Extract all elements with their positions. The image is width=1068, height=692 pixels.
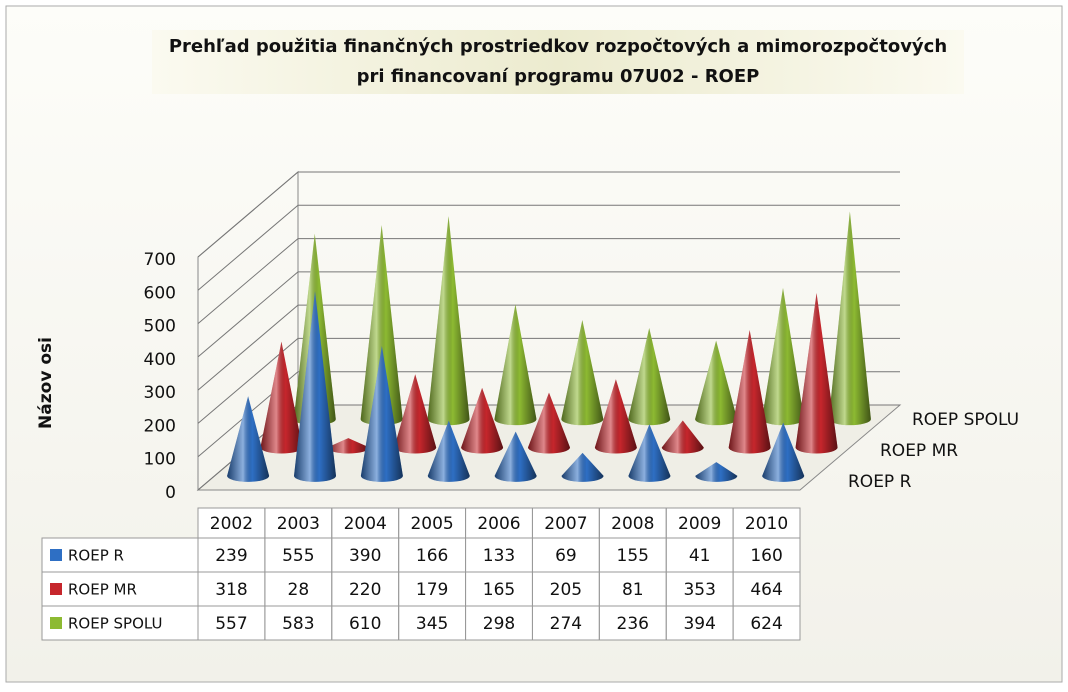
cone-shade (695, 340, 738, 426)
y-tick-label: 300 (144, 383, 176, 403)
cone-shade (628, 424, 671, 482)
cone-shade (762, 288, 804, 426)
cone-shade (327, 438, 370, 454)
grid-line (197, 204, 900, 291)
x-tick-label: 2010 (745, 514, 788, 534)
table-value: 166 (416, 546, 448, 566)
cone-shade (427, 216, 470, 426)
y-tick-label: 0 (165, 483, 176, 503)
x-tick-label: 2007 (544, 514, 587, 534)
table-value: 298 (483, 614, 515, 634)
series-label: ROEP MR (880, 441, 958, 461)
legend-swatch (50, 583, 62, 595)
cone-shade (628, 327, 671, 426)
cone-shade (561, 452, 604, 482)
table-cell (732, 605, 801, 641)
table-value: 69 (555, 546, 577, 566)
grid-line (197, 171, 900, 258)
x-tick-label: 2003 (277, 514, 320, 534)
series-label: ROEP SPOLU (912, 410, 1019, 430)
series-label: ROEP R (848, 472, 912, 492)
y-tick-label: 100 (144, 450, 176, 470)
cone-shade (828, 211, 871, 426)
x-tick-label: 2005 (410, 514, 453, 534)
y-tick-label: 500 (144, 317, 176, 337)
cone-shade (795, 293, 838, 454)
cone-shade (695, 462, 738, 482)
cone-shade (394, 374, 437, 454)
x-tick-label: 2009 (678, 514, 721, 534)
grid-line (197, 304, 900, 391)
cone-shade (561, 319, 604, 426)
table-value: 557 (215, 614, 247, 634)
y-axis-label: Názov osi (36, 337, 56, 429)
y-tick-label: 200 (144, 416, 176, 436)
table-value: 583 (282, 614, 314, 634)
table-value: 390 (349, 546, 381, 566)
table-value: 394 (683, 614, 715, 634)
chart-title: pri financovaní programu 07U02 - ROEP (357, 66, 760, 87)
y-tick-label: 400 (144, 350, 176, 370)
cone-shade (260, 341, 303, 454)
table-value: 81 (622, 580, 644, 600)
y-tick-label: 600 (144, 283, 176, 303)
cone-shade (594, 379, 637, 454)
grid-line (197, 271, 900, 358)
cone-shade (294, 291, 336, 482)
cone-shade (227, 396, 270, 482)
table-value: 133 (483, 546, 515, 566)
table-value: 220 (349, 580, 381, 600)
cone-shade (661, 420, 704, 454)
table-row (41, 537, 801, 573)
chart-title: Prehľad použitia finančných prostriedkov… (169, 36, 947, 57)
cone-shade (494, 304, 537, 426)
x-tick-label: 2004 (344, 514, 387, 534)
cone-shade (728, 330, 771, 454)
table-value: 318 (215, 580, 247, 600)
x-tick-label: 2006 (477, 514, 520, 534)
table-value: 610 (349, 614, 381, 634)
legend-label: ROEP SPOLU (68, 615, 162, 633)
table-value: 160 (750, 546, 782, 566)
table-value: 464 (750, 580, 782, 600)
cone-shade (427, 420, 470, 482)
cone-shade (528, 392, 570, 454)
table-value: 345 (416, 614, 448, 634)
grid-line (197, 238, 900, 324)
table-value: 41 (689, 546, 711, 566)
cone-shade (461, 387, 504, 454)
legend-swatch (50, 549, 62, 561)
grid-line (197, 371, 900, 458)
grid-line (197, 337, 900, 424)
y-tick-label: 700 (144, 250, 176, 270)
legend-swatch (50, 617, 62, 629)
table-row (41, 605, 801, 641)
x-tick-label: 2002 (210, 514, 253, 534)
table-value: 353 (683, 580, 715, 600)
cone-shade (762, 422, 805, 482)
table-value: 624 (750, 614, 782, 634)
cone-shade (360, 225, 403, 426)
table-value: 28 (288, 580, 310, 600)
table-value: 205 (550, 580, 582, 600)
table-value: 165 (483, 580, 515, 600)
table-value: 274 (550, 614, 582, 634)
table-value: 155 (617, 546, 649, 566)
table-value: 239 (215, 546, 247, 566)
legend-label: ROEP R (68, 547, 124, 565)
cone-shade (494, 431, 537, 482)
table-value: 555 (282, 546, 314, 566)
x-tick-label: 2008 (611, 514, 654, 534)
title-box (152, 30, 964, 94)
cone-shade (360, 346, 403, 482)
legend-label: ROEP MR (68, 581, 137, 599)
table-value: 236 (617, 614, 649, 634)
table-value: 179 (416, 580, 448, 600)
